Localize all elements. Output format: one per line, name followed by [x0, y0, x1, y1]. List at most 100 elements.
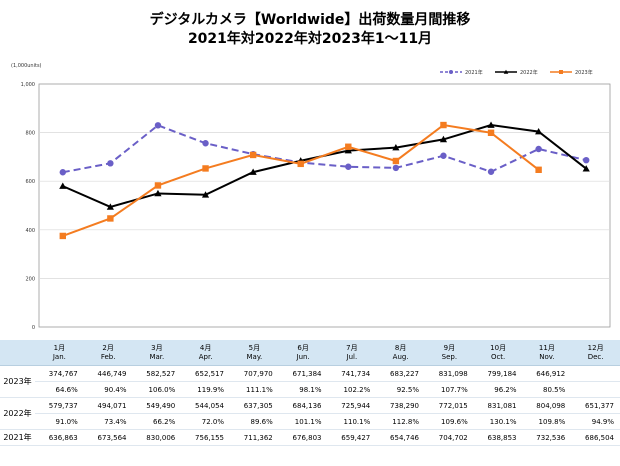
y-tick-label: 0 — [32, 325, 35, 331]
data-point — [59, 169, 66, 176]
table-month-header: 1月 Jan. — [35, 340, 84, 366]
table-cell-value: 549,490 — [132, 397, 182, 414]
table-cell-value: 707,970 — [230, 365, 279, 382]
table-cell-value: 704,702 — [425, 429, 474, 446]
table-month-header: 9月 Sep. — [425, 340, 474, 366]
month-label-ja: 8月 — [394, 343, 407, 352]
table-cell-value: 804,098 — [522, 397, 572, 414]
month-label-en: Dec. — [587, 352, 604, 361]
month-label-en: Jan. — [52, 352, 66, 361]
table-cell-pct — [571, 381, 620, 398]
chart-axes: 0 200 400 600 800 1,000 — [21, 82, 35, 331]
month-label-en: Apr. — [198, 352, 213, 361]
table-row-pct: 64.6% 90.4% 106.0% 119.9% 111.1% 98.1% 102.2% 9… — [0, 381, 620, 398]
table-cell-value: 654,746 — [376, 429, 425, 446]
chart-series — [59, 121, 590, 240]
month-label-en: Sep. — [441, 352, 458, 361]
month-label-ja: 9月 — [443, 343, 456, 352]
table-cell-value: 446,749 — [83, 365, 133, 382]
table-cell-value — [571, 365, 620, 382]
data-point — [201, 191, 210, 198]
y-tick-label: 400 — [25, 228, 35, 234]
table-cell-value: 738,290 — [376, 397, 425, 414]
month-label-ja: 2月 — [102, 343, 114, 352]
data-point — [59, 232, 66, 240]
data-point — [249, 151, 257, 159]
table-month-header: 7月 Jul. — [327, 340, 377, 366]
table-cell-value: 711,362 — [230, 429, 279, 446]
series-line — [62, 124, 587, 174]
data-point — [249, 168, 257, 175]
table-cell-pct: 98.1% — [278, 381, 328, 398]
table-cell-pct: 91.0% — [35, 413, 84, 430]
data-point — [535, 166, 542, 174]
table-cell-value: 579,737 — [35, 397, 84, 414]
chart-legend: 2021年 2022年 2023年 — [440, 69, 593, 76]
month-label-ja: 4月 — [199, 343, 212, 352]
table-month-header: 10月 Oct. — [473, 340, 523, 366]
series-line — [62, 124, 587, 209]
table-cell-value: 725,944 — [327, 397, 377, 414]
data-point — [202, 140, 209, 147]
month-label-ja: 7月 — [346, 343, 358, 352]
month-label-ja: 3月 — [151, 343, 163, 352]
table-row: 2023年 374,767 446,749 582,527 652,517 707,970… — [0, 365, 620, 398]
data-point — [106, 203, 114, 210]
data-point — [344, 146, 352, 154]
table-cell-pct: 109.8% — [522, 413, 572, 430]
data-point — [107, 160, 114, 167]
y-tick-label: 1,000 — [21, 82, 35, 88]
table-month-header: 12月 Dec. — [571, 340, 620, 366]
table-cell-pct: 106.0% — [132, 381, 182, 398]
table-header-row: 1月 Jan. 2月 Feb. 3月 Mar. 4月 Apr. 5月 May. 6月 Jun. 7月 Ju… — [0, 340, 620, 366]
table-row-label: 2022年 — [0, 397, 35, 430]
table-cell-value: 494,071 — [83, 397, 133, 414]
data-table: 1月 Jan. 2月 Feb. 3月 Mar. 4月 Apr. 5月 May. 6月 Jun. 7月 Ju… — [0, 340, 620, 446]
data-point — [154, 189, 162, 197]
month-label-en: Aug. — [392, 352, 409, 361]
table-row-label: 2023年 — [0, 365, 35, 398]
table-row-pct: 91.0% 73.4% 66.2% 72.0% 89.6% 101.1% 110.1% 112… — [0, 413, 620, 430]
data-point — [297, 160, 304, 168]
table-cell-value: 646,912 — [522, 365, 572, 382]
table-cell-pct: 64.6% — [35, 381, 84, 398]
data-point — [440, 121, 447, 129]
table-row: 2021年 636,863 673,564 830,006 756,155 711,362… — [0, 429, 620, 446]
legend-label: 2023年 — [575, 69, 593, 76]
table-cell-pct: 130.1% — [473, 413, 523, 430]
table-corner-cell — [0, 340, 35, 366]
month-label-ja: 5月 — [248, 343, 261, 352]
table-cell-value: 830,006 — [132, 429, 182, 446]
table-month-header: 3月 Mar. — [132, 340, 182, 366]
table-cell-value: 684,136 — [278, 397, 328, 414]
table-cell-value: 741,734 — [327, 365, 377, 382]
table-cell-pct: 119.9% — [181, 381, 230, 398]
legend-marker — [449, 70, 453, 74]
legend-label: 2022年 — [520, 69, 538, 76]
table-cell-pct: 94.9% — [571, 413, 620, 430]
table-month-header: 4月 Apr. — [181, 340, 230, 366]
table-cell-pct: 92.5% — [376, 381, 425, 398]
legend-marker — [559, 70, 563, 74]
table-cell-value: 831,098 — [425, 365, 474, 382]
data-point — [345, 163, 352, 170]
data-point — [392, 164, 400, 172]
month-label-ja: 12月 — [587, 343, 604, 352]
series-line — [62, 123, 540, 237]
table-row: 2022年 579,737 494,071 549,490 544,054 637,305… — [0, 397, 620, 430]
table-cell-value: 374,767 — [35, 365, 84, 382]
month-label-en: Jun. — [296, 352, 310, 361]
table-cell-value: 582,527 — [132, 365, 182, 382]
data-point — [392, 157, 400, 165]
data-point — [202, 165, 209, 172]
table-cell-pct: 110.1% — [327, 413, 377, 430]
chart-title: デジタルカメラ【Worldwide】出荷数量月間推移 — [149, 12, 471, 28]
month-label-en: Nov. — [539, 352, 555, 361]
table-month-header: 11月 Nov. — [522, 340, 572, 366]
table-cell-value: 638,853 — [473, 429, 523, 446]
y-tick-label: 600 — [25, 179, 35, 185]
table-cell-pct: 73.4% — [83, 413, 133, 430]
chart-grid — [38, 83, 611, 328]
y-axis-unit-label: (1,000units) — [11, 63, 42, 69]
month-label-en: May. — [246, 352, 263, 361]
